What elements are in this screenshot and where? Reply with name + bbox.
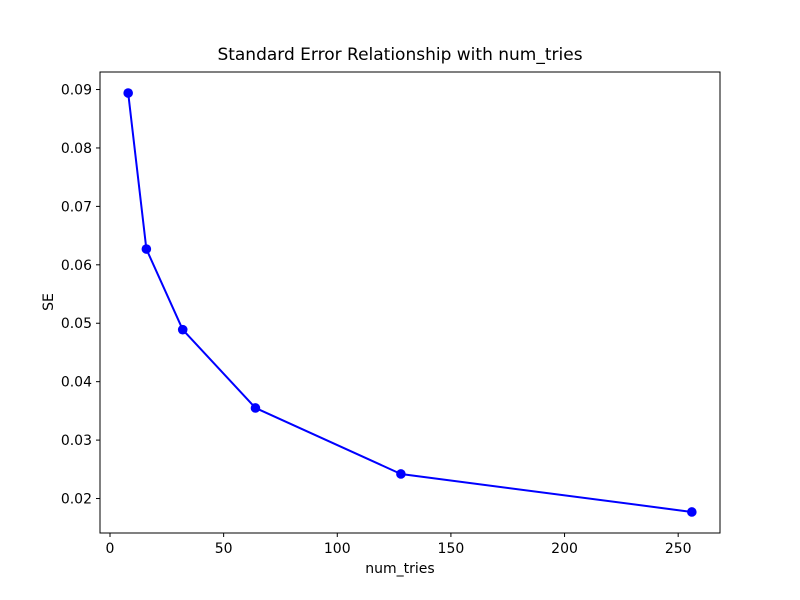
chart-title: Standard Error Relationship with num_tri… [217,45,583,65]
x-tick-label: 100 [324,541,351,557]
data-point [141,244,152,254]
y-tick-label: 0.07 [61,199,92,215]
y-tick-label: 0.05 [61,316,92,332]
x-tick-label: 250 [665,541,692,557]
y-axis-label: SE [41,293,57,311]
y-tick-label: 0.06 [61,258,92,274]
data-point [687,507,697,517]
x-axis-label: num_tries [365,561,435,577]
x-tick-label: 200 [551,541,578,557]
data-point [250,403,261,413]
axes-spines [99,71,721,534]
y-tick-label: 0.02 [61,492,92,508]
y-tick-label: 0.03 [61,433,92,449]
y-tick-label: 0.09 [61,83,92,99]
x-tick-label: 50 [215,541,233,557]
data-line [127,92,693,513]
y-tick-label: 0.08 [61,141,92,157]
x-tick-label: 150 [438,541,465,557]
data-point [396,469,406,479]
x-tick-label: 0 [106,541,115,557]
y-tick-label: 0.04 [61,375,92,391]
data-point [177,324,188,335]
data-point [123,88,133,98]
